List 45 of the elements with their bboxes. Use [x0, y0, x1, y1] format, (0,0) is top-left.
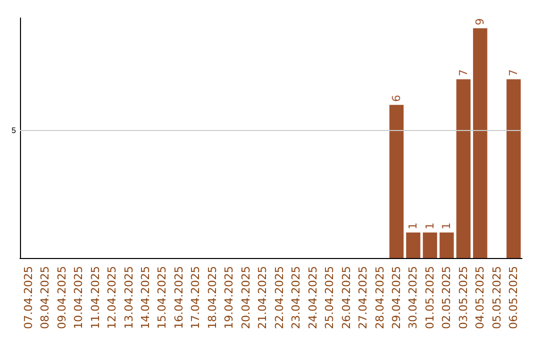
x-tick-label: 13.04.2025: [122, 266, 136, 330]
x-tick-label: 22.04.2025: [272, 266, 286, 330]
bar: [406, 232, 420, 258]
x-tick-label: 15.04.2025: [156, 266, 169, 330]
x-tick-label: 24.04.2025: [306, 266, 320, 330]
x-tick-label: 21.04.2025: [256, 266, 270, 330]
x-tick-label: 17.04.2025: [189, 266, 202, 330]
bar: [456, 79, 471, 258]
x-tick-label: 30.04.2025: [406, 266, 420, 330]
x-tick-label: 23.04.2025: [290, 266, 303, 330]
x-tick-label: 03.05.2025: [456, 266, 470, 330]
x-tick-label: 09.04.2025: [55, 266, 68, 330]
bar: [506, 79, 521, 258]
x-tick-label: 02.05.2025: [440, 266, 454, 330]
bar: [422, 232, 438, 258]
x-tick-label: 12.04.2025: [106, 266, 119, 330]
bar: [440, 232, 454, 258]
x-tick-label: 11.04.2025: [88, 266, 102, 330]
x-tick-label: 08.04.2025: [38, 266, 52, 330]
x-tick-label: 26.04.2025: [340, 266, 353, 330]
x-tick-label: 18.04.2025: [206, 266, 219, 330]
data-label: 1: [406, 222, 420, 230]
x-tick-label: 20.04.2025: [239, 266, 252, 330]
data-label: 7: [507, 69, 520, 76]
x-tick-label: 04.05.2025: [474, 266, 487, 330]
x-tick-label: 19.04.2025: [222, 266, 236, 330]
x-tick-label: 10.04.2025: [72, 266, 86, 330]
x-tick-label: 06.05.2025: [507, 266, 520, 330]
bar: [473, 28, 488, 258]
x-tick-label: 25.04.2025: [323, 266, 336, 330]
x-tick-label: 01.05.2025: [423, 266, 436, 330]
x-tick-label: 07.04.2025: [22, 266, 35, 330]
x-tick-label: 27.04.2025: [356, 266, 370, 330]
x-tick-label: 28.04.2025: [373, 266, 386, 330]
data-label: 1: [440, 222, 454, 230]
bar: [389, 104, 404, 258]
data-label: 7: [456, 69, 470, 76]
ref-line-label: 5: [12, 126, 17, 135]
x-tick-label: 29.04.2025: [390, 266, 403, 330]
data-label: 1: [423, 222, 436, 230]
x-tick-label: 14.04.2025: [139, 266, 152, 330]
x-tick-label: 16.04.2025: [172, 266, 186, 330]
data-label: 6: [390, 94, 403, 102]
data-label: 9: [474, 18, 487, 26]
x-tick-label: 05.05.2025: [490, 266, 504, 330]
